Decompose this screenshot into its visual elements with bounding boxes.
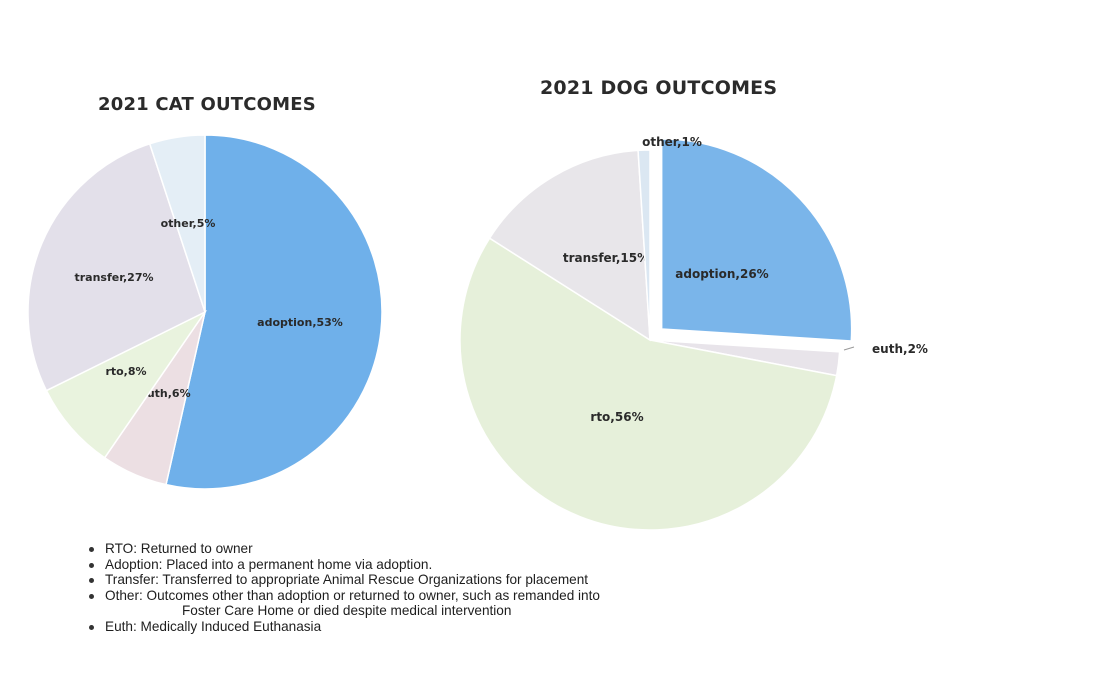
pie-slice-other xyxy=(637,149,651,341)
definition-item-other: Other: Outcomes other than adoption or r… xyxy=(88,588,745,619)
definition-item-transfer: Transfer: Transferred to appropriate Ani… xyxy=(88,572,745,588)
slice-label-adoption: adoption,53% xyxy=(257,316,343,329)
dog-chart-title: 2021 DOG OUTCOMES xyxy=(540,77,778,99)
slice-label-other: other,5% xyxy=(161,217,216,230)
dog-outcomes-pie-chart: adoption,26% euth,2% rto,56% transfer,15% ot… xyxy=(459,135,928,531)
leader-line-euth xyxy=(843,346,855,351)
slice-label-adoption: adoption,26% xyxy=(675,267,768,281)
definition-text: Other: Outcomes other than adoption or r… xyxy=(105,587,600,603)
definition-item-rto: RTO: Returned to owner xyxy=(88,541,745,557)
definition-text-continuation: Foster Care Home or died despite medical… xyxy=(182,603,512,619)
pie-slice-transfer xyxy=(488,149,651,342)
definition-item-euth: Euth: Medically Induced Euthanasia xyxy=(88,619,745,635)
definition-text: Adoption: Placed into a permanent home v… xyxy=(105,556,433,572)
slice-label-euth: euth,6% xyxy=(139,387,190,400)
pie-slice-rto xyxy=(459,237,838,531)
slice-label-other: other,1% xyxy=(642,135,702,149)
slice-label-euth: euth,2% xyxy=(872,342,928,356)
pie-slice-other xyxy=(148,134,206,313)
slice-label-transfer: transfer,27% xyxy=(74,271,153,284)
pie-slice-adoption xyxy=(165,134,383,490)
slice-label-rto: rto,56% xyxy=(590,410,643,424)
slice-label-rto: rto,8% xyxy=(105,365,146,378)
definition-text: Transfer: Transferred to appropriate Ani… xyxy=(105,572,589,588)
definition-text: RTO: Returned to owner xyxy=(105,541,253,556)
pie-slice-rto xyxy=(45,310,208,459)
definition-text: Euth: Medically Induced Euthanasia xyxy=(105,618,322,634)
outcome-definitions-list: RTO: Returned to owner Adoption: Placed … xyxy=(88,541,745,635)
cat-chart-title: 2021 CAT OUTCOMES xyxy=(98,94,316,115)
pie-slice-transfer xyxy=(27,142,206,392)
cat-outcomes-pie-chart: adoption,53% euth,6% rto,8% transfer,27% oth… xyxy=(27,134,383,490)
definition-item-adoption: Adoption: Placed into a permanent home v… xyxy=(88,557,745,573)
slice-label-transfer: transfer,15% xyxy=(563,251,649,265)
pie-slice-adoption xyxy=(660,138,853,342)
